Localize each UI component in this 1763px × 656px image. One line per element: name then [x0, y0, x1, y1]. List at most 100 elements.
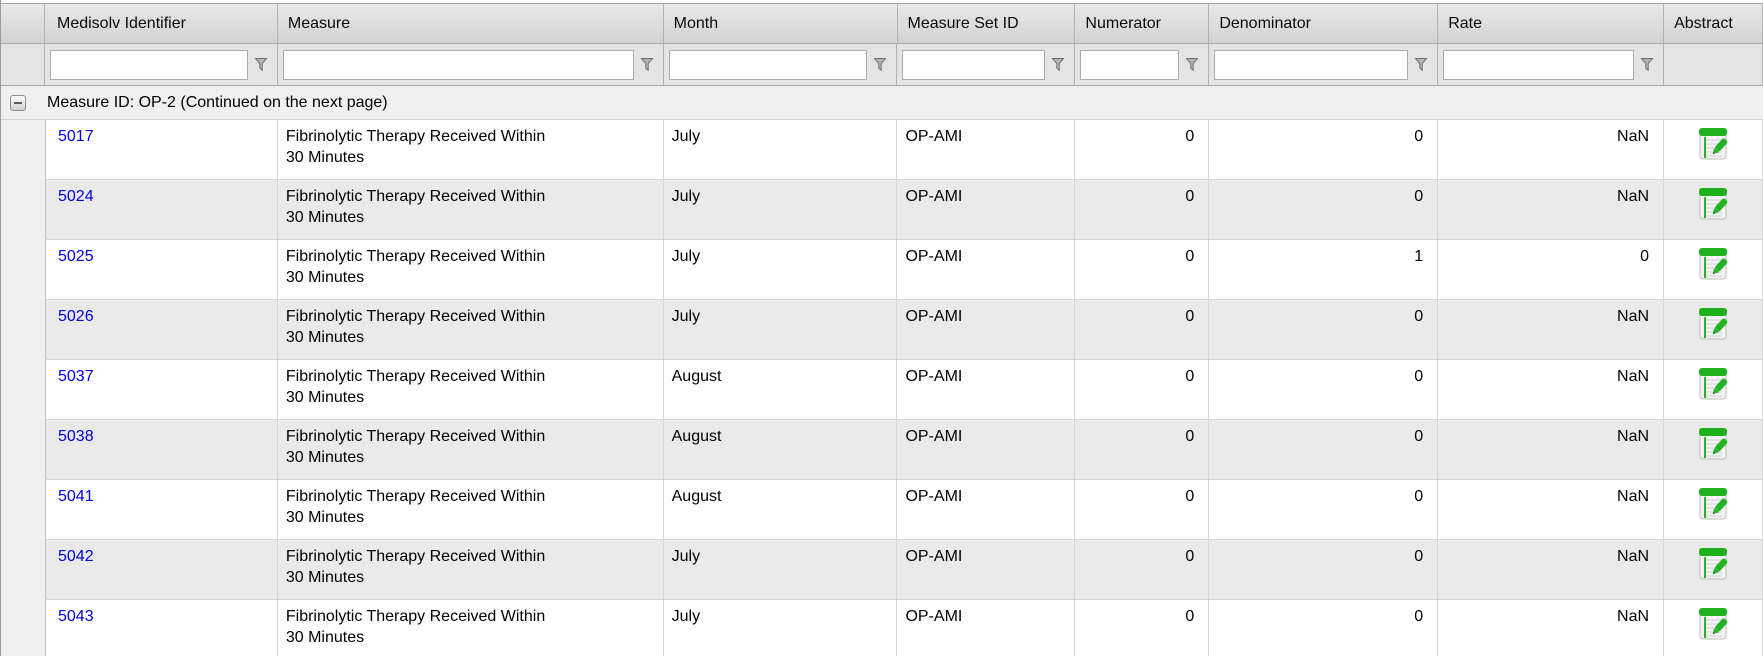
minus-box-icon: [14, 101, 22, 104]
table-row: 5025 Fibrinolytic Therapy Received Withi…: [45, 240, 1763, 300]
numerator-cell: 0: [1075, 480, 1210, 539]
table-row: 5037 Fibrinolytic Therapy Received Withi…: [45, 360, 1763, 420]
measure-set-id-cell: OP-AMI: [897, 360, 1076, 419]
filter-input-denominator[interactable]: [1214, 49, 1409, 80]
identifier-link[interactable]: 5026: [46, 300, 278, 359]
table-row: 5024 Fibrinolytic Therapy Received Withi…: [45, 180, 1763, 240]
notepad-edit-icon[interactable]: [1696, 366, 1730, 402]
numerator-cell: 0: [1075, 120, 1210, 179]
abstract-cell: [1664, 420, 1763, 479]
identifier-link[interactable]: 5043: [46, 600, 278, 656]
measure-cell: Fibrinolytic Therapy Received Within 30 …: [278, 240, 664, 299]
filter-abstract-empty: [1664, 44, 1763, 85]
notepad-edit-icon[interactable]: [1696, 246, 1730, 282]
filter-row: [1, 44, 1763, 86]
measure-cell: Fibrinolytic Therapy Received Within 30 …: [278, 600, 664, 656]
identifier-link[interactable]: 5041: [46, 480, 278, 539]
rate-cell: NaN: [1438, 180, 1665, 239]
abstract-cell: [1664, 180, 1763, 239]
identifier-link[interactable]: 5037: [46, 360, 278, 419]
header-measure-set-id[interactable]: Measure Set ID: [898, 4, 1076, 43]
table-row: 5041 Fibrinolytic Therapy Received Withi…: [45, 480, 1763, 540]
denominator-cell: 0: [1209, 180, 1439, 239]
table-row: 5026 Fibrinolytic Therapy Received Withi…: [45, 300, 1763, 360]
header-gutter: [1, 4, 45, 43]
notepad-edit-icon[interactable]: [1696, 126, 1730, 162]
numerator-cell: 0: [1075, 180, 1210, 239]
numerator-cell: 0: [1075, 540, 1210, 599]
denominator-cell: 0: [1209, 480, 1439, 539]
notepad-edit-icon[interactable]: [1696, 186, 1730, 222]
header-month[interactable]: Month: [664, 4, 898, 43]
header-row: Medisolv Identifier Measure Month Measur…: [1, 4, 1763, 44]
abstract-cell: [1664, 600, 1763, 656]
measure-cell: Fibrinolytic Therapy Received Within 30 …: [278, 300, 664, 359]
abstract-cell: [1664, 120, 1763, 179]
filter-input-rate[interactable]: [1443, 49, 1635, 80]
denominator-cell: 0: [1209, 600, 1439, 656]
month-cell: August: [664, 360, 898, 419]
month-cell: July: [664, 240, 898, 299]
filter-input-month[interactable]: [668, 49, 868, 80]
abstract-cell: [1664, 300, 1763, 359]
measure-cell: Fibrinolytic Therapy Received Within 30 …: [278, 480, 664, 539]
header-medisolv-identifier[interactable]: Medisolv Identifier: [45, 4, 278, 43]
funnel-icon[interactable]: [1050, 56, 1066, 73]
header-abstract: Abstract: [1664, 4, 1763, 43]
abstract-cell: [1664, 360, 1763, 419]
filter-input-numerator[interactable]: [1080, 49, 1180, 80]
notepad-edit-icon[interactable]: [1696, 306, 1730, 342]
notepad-edit-icon[interactable]: [1696, 606, 1730, 642]
measure-cell: Fibrinolytic Therapy Received Within 30 …: [278, 540, 664, 599]
measure-cell: Fibrinolytic Therapy Received Within 30 …: [278, 360, 664, 419]
identifier-link[interactable]: 5038: [46, 420, 278, 479]
filter-gutter: [1, 44, 45, 85]
month-cell: July: [664, 540, 898, 599]
measure-set-id-cell: OP-AMI: [897, 480, 1076, 539]
collapse-group-button[interactable]: [10, 94, 26, 111]
filter-input-measure-set-id[interactable]: [902, 49, 1046, 80]
rows-area: 5017 Fibrinolytic Therapy Received Withi…: [1, 120, 1763, 656]
funnel-icon[interactable]: [1413, 56, 1429, 73]
identifier-link[interactable]: 5017: [46, 120, 278, 179]
measure-cell: Fibrinolytic Therapy Received Within 30 …: [278, 180, 664, 239]
filter-input-medisolv-identifier[interactable]: [49, 49, 248, 80]
identifier-link[interactable]: 5024: [46, 180, 278, 239]
header-numerator[interactable]: Numerator: [1075, 4, 1210, 43]
rate-cell: NaN: [1438, 480, 1665, 539]
header-rate[interactable]: Rate: [1438, 4, 1665, 43]
denominator-cell: 1: [1209, 240, 1439, 299]
measure-set-id-cell: OP-AMI: [897, 120, 1076, 179]
funnel-icon[interactable]: [1184, 56, 1200, 73]
rate-cell: NaN: [1438, 300, 1665, 359]
denominator-cell: 0: [1209, 120, 1439, 179]
measure-set-id-cell: OP-AMI: [897, 540, 1076, 599]
measure-set-id-cell: OP-AMI: [897, 420, 1076, 479]
identifier-link[interactable]: 5042: [46, 540, 278, 599]
rate-cell: NaN: [1438, 420, 1665, 479]
grid-top-border: [1, 0, 1763, 4]
measure-cell: Fibrinolytic Therapy Received Within 30 …: [278, 120, 664, 179]
measure-set-id-cell: OP-AMI: [897, 180, 1076, 239]
abstract-cell: [1664, 240, 1763, 299]
funnel-icon[interactable]: [253, 56, 269, 73]
filter-input-measure[interactable]: [282, 49, 634, 80]
notepad-edit-icon[interactable]: [1696, 546, 1730, 582]
header-measure[interactable]: Measure: [278, 4, 664, 43]
funnel-icon[interactable]: [639, 56, 655, 73]
funnel-icon[interactable]: [1639, 56, 1655, 73]
measure-set-id-cell: OP-AMI: [897, 600, 1076, 656]
rate-cell: NaN: [1438, 120, 1665, 179]
notepad-edit-icon[interactable]: [1696, 426, 1730, 462]
header-denominator[interactable]: Denominator: [1209, 4, 1439, 43]
abstract-cell: [1664, 540, 1763, 599]
notepad-edit-icon[interactable]: [1696, 486, 1730, 522]
denominator-cell: 0: [1209, 300, 1439, 359]
month-cell: July: [664, 120, 898, 179]
funnel-icon[interactable]: [872, 56, 888, 73]
table-row: 5042 Fibrinolytic Therapy Received Withi…: [45, 540, 1763, 600]
table-row: 5043 Fibrinolytic Therapy Received Withi…: [45, 600, 1763, 656]
numerator-cell: 0: [1075, 420, 1210, 479]
identifier-link[interactable]: 5025: [46, 240, 278, 299]
